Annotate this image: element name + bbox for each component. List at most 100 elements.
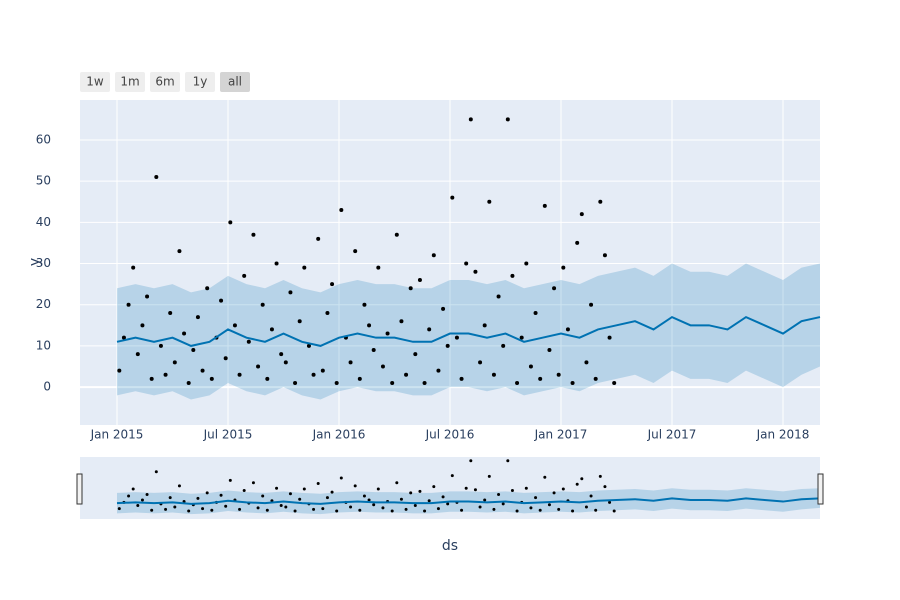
observed-point [288,290,293,295]
observed-point [145,492,149,496]
observed-point [191,348,196,353]
observed-point [607,335,612,340]
range-button-label[interactable]: 1y [193,75,208,89]
observed-point [228,478,232,482]
range-button[interactable] [220,72,250,92]
observed-point [538,508,542,512]
observed-point [140,498,144,502]
observed-point [145,294,150,299]
range-button-label[interactable]: 1m [120,75,139,89]
observed-point [246,339,251,344]
observed-point [547,348,552,353]
observed-point [446,502,450,506]
range-button[interactable] [115,72,145,92]
observed-point [330,490,334,494]
observed-point [404,372,409,377]
range-button[interactable] [80,72,110,92]
observed-point [473,488,477,492]
observed-point [117,507,121,511]
y-tick-label: 40 [36,215,51,229]
observed-point [376,487,380,491]
observed-point [320,368,325,373]
observed-point [404,507,408,511]
observed-point [497,492,501,496]
range-button[interactable] [150,72,180,92]
observed-point [163,372,168,377]
observed-point [219,298,224,303]
observed-point [556,372,561,377]
observed-point [196,496,200,500]
observed-point [534,496,538,500]
forecast-line [116,315,821,347]
observed-point [565,327,570,332]
observed-point [298,497,302,501]
observed-point [399,319,404,324]
observed-point [478,505,482,509]
x-tick-label: Jul 2015 [203,428,253,442]
observed-point [598,199,603,204]
observed-point [423,509,427,513]
observed-point [594,508,598,512]
grid: 0 10 20 30 40 50 60 Jan 2015 Jul 2015 Jan 2016 Jul… [36,100,820,442]
observed-point [223,356,228,361]
slider-handle[interactable] [76,473,83,505]
range-selector: 1w 1m 6m 1y all [80,72,250,92]
observed-point [339,476,343,480]
x-axis-label: ds [442,538,458,554]
range-button-label[interactable]: all [228,75,242,89]
range-button-label[interactable]: 6m [155,75,174,89]
observed-point [353,484,357,488]
observed-point [612,509,616,513]
observed-point [164,507,168,511]
observed-point [422,380,427,385]
observed-point [441,306,446,311]
observed-point [371,348,376,353]
y-tick-label: 10 [36,338,51,352]
observed-point [380,364,385,369]
observed-point [464,486,468,490]
slider-handle[interactable] [817,473,824,505]
observed-point [584,505,588,509]
observed-point [418,489,422,493]
y-tick-label: 50 [36,174,51,188]
observed-point [348,360,353,365]
observed-point [121,335,126,340]
observed-point [533,310,538,315]
observed-point [367,323,372,328]
observed-point [432,485,436,489]
range-button-label[interactable]: 1w [86,75,104,89]
observed-point [168,310,173,315]
observed-point [602,253,607,258]
observed-point [538,376,543,381]
observed-point [237,372,242,377]
observed-point [372,503,376,507]
observed-point [325,310,330,315]
observed-point [200,368,205,373]
y-tick-label: 30 [36,256,51,270]
y-tick-label: 0 [43,380,51,394]
observed-point [450,474,454,478]
observed-point [311,372,316,377]
range-button[interactable] [185,72,215,92]
observed-point [312,507,316,511]
observed-point [306,343,311,348]
observed-point [362,494,366,498]
observed-point [390,380,395,385]
observed-point [552,286,557,291]
observed-point [580,477,584,481]
observed-point [491,372,496,377]
observed-point [510,273,515,278]
observed-point [427,327,432,332]
observed-point [205,491,209,495]
observed-point [149,376,154,381]
observed-point [302,265,307,270]
observed-point [524,486,528,490]
observed-point [269,327,274,332]
observed-point [528,364,533,369]
observed-point [195,315,200,320]
observed-point [201,507,205,511]
observed-point [584,360,589,365]
observed-point [297,319,302,324]
observed-point [205,286,210,291]
observed-point [510,489,514,493]
